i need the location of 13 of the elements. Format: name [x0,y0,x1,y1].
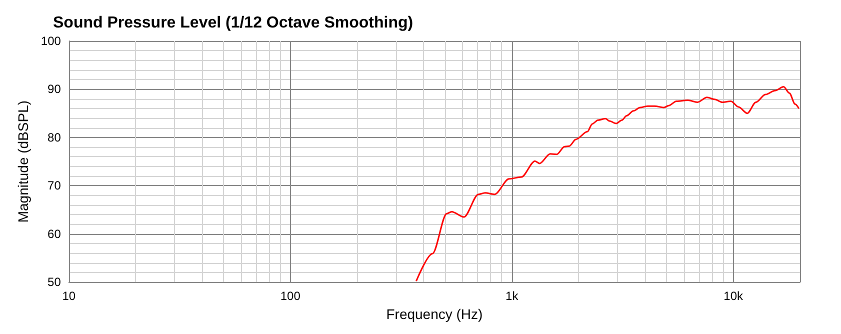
y-tick-label: 60 [48,226,62,241]
y-tick-label: 70 [48,178,62,193]
x-tick-label: 100 [280,289,301,304]
y-tick-label: 100 [40,34,62,48]
chart-title: Sound Pressure Level (1/12 Octave Smoothing) [53,14,414,32]
y-tick-label: 90 [48,82,62,96]
y-tick-label: 80 [48,130,62,144]
x-tick-label: 10 [62,289,76,304]
y-tick-label: 50 [48,275,62,290]
y-axis-title: Magnitude (dBSPL) [15,100,31,223]
x-tick-label: 10k [724,289,744,304]
x-axis-title: Frequency (Hz) [386,306,483,322]
x-tick-label: 1k [506,289,520,304]
